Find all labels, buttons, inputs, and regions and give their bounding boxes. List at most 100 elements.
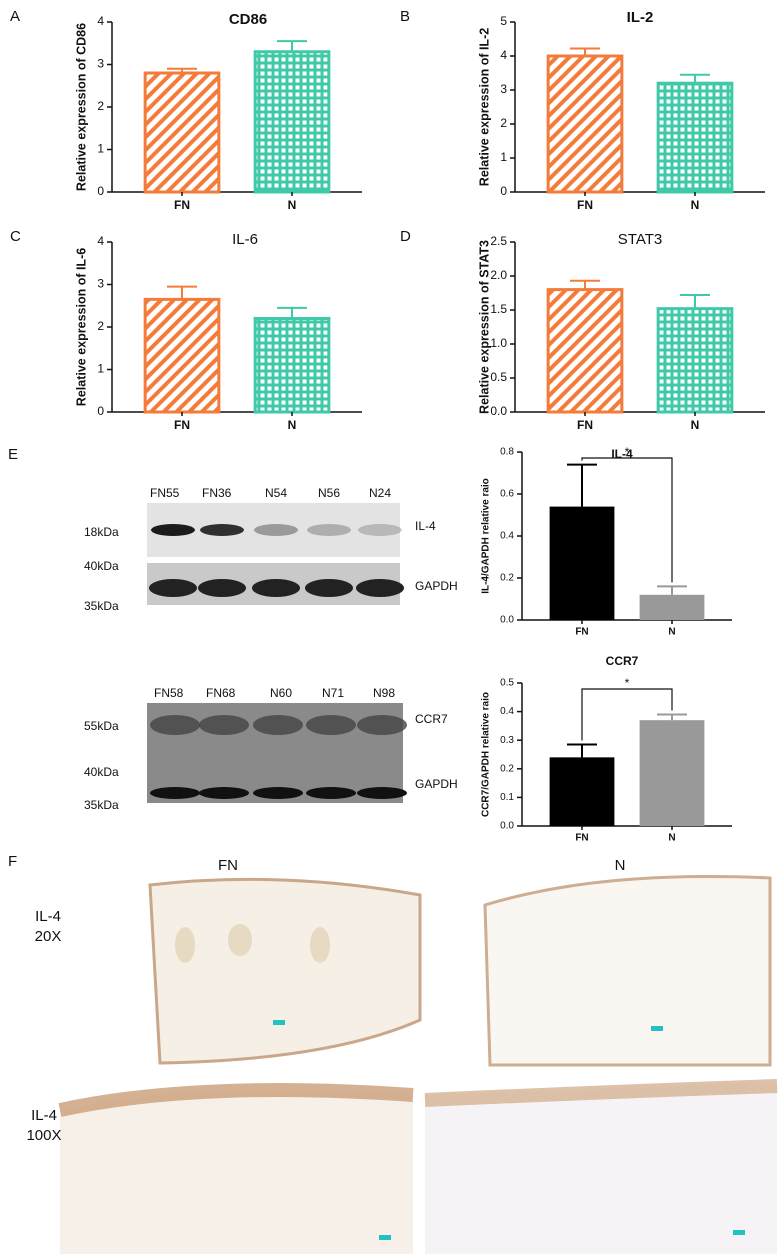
bar (549, 506, 615, 620)
chart-title: IL-4 (611, 447, 633, 461)
western-blot (147, 503, 407, 803)
error-bar (657, 713, 687, 721)
panel-label: F (8, 853, 17, 870)
chart-title: IL-6 (232, 231, 258, 248)
y-tick-label: 0.5 (500, 678, 514, 689)
blot-band (149, 579, 197, 597)
y-tick-label: 0 (97, 184, 104, 198)
y-tick-label: 3 (97, 277, 104, 291)
panel-label: D (400, 228, 411, 245)
y-tick-label: 0 (500, 184, 507, 198)
error-bar (657, 585, 687, 595)
y-tick-label: 4 (500, 48, 507, 62)
x-tick-label: FN (575, 833, 588, 844)
band-label: CCR7 (415, 712, 448, 726)
bar (656, 81, 734, 194)
row-label: IL-4 (31, 1107, 57, 1124)
bar (549, 757, 615, 826)
bar (143, 297, 221, 414)
y-tick-label: 2.5 (490, 234, 507, 248)
bar (253, 317, 331, 414)
blot-band (254, 524, 298, 536)
y-tick-label: 0.3 (500, 735, 514, 746)
y-tick-label: 1.0 (490, 336, 507, 350)
x-tick-label: N (668, 627, 675, 638)
blot-band (306, 715, 356, 735)
y-tick-label: 1 (97, 362, 104, 376)
x-tick-label: FN (174, 418, 190, 432)
x-tick-label: FN (174, 198, 190, 212)
error-bar (570, 279, 600, 290)
lane-label: FN55 (150, 486, 180, 500)
y-tick-label: 4 (97, 14, 104, 28)
y-axis-label: Relative expression of IL-2 (477, 28, 491, 186)
row-label: 20X (35, 928, 62, 945)
row-label: IL-4 (35, 908, 61, 925)
panel-label: B (400, 8, 410, 25)
blot-band (306, 787, 356, 799)
y-tick-label: 4 (97, 234, 104, 248)
marker-label: 35kDa (84, 599, 119, 613)
lane-label: N71 (322, 686, 344, 700)
marker-label: 40kDa (84, 765, 119, 779)
lane-label: N56 (318, 486, 340, 500)
marker-label: 18kDa (84, 525, 119, 539)
y-tick-label: 3 (97, 57, 104, 71)
y-tick-label: 0.0 (500, 615, 514, 626)
error-bar (167, 285, 197, 300)
blot-band (199, 787, 249, 799)
blot-band (358, 524, 402, 536)
marker-label: 40kDa (84, 559, 119, 573)
error-bar (680, 294, 710, 309)
x-tick-label: FN (575, 627, 588, 638)
blot-band (357, 787, 407, 799)
panel-label: C (10, 228, 21, 245)
y-tick-label: 0.4 (500, 706, 514, 717)
chart-title: IL-2 (627, 9, 654, 26)
significance-label: * (625, 676, 630, 690)
significance-label: * (625, 445, 630, 459)
y-tick-label: 2.0 (490, 268, 507, 282)
error-bar (167, 67, 197, 73)
blot-band (150, 787, 200, 799)
blot-band (253, 787, 303, 799)
y-tick-label: 2 (97, 99, 104, 113)
y-axis-label: Relative expression of STAT3 (477, 240, 491, 414)
column-label: FN (218, 857, 238, 874)
y-tick-label: 0.6 (500, 489, 514, 500)
y-tick-label: 0 (97, 404, 104, 418)
y-tick-label: 5 (500, 14, 507, 28)
blot-band (252, 579, 300, 597)
y-tick-label: 1.5 (490, 302, 507, 316)
y-axis-label: IL-4/GAPDH relative raio (481, 478, 492, 594)
error-bar (567, 743, 597, 758)
band-label: GAPDH (415, 777, 458, 791)
lane-label: N54 (265, 486, 287, 500)
bar (546, 54, 624, 194)
x-tick-label: N (668, 833, 675, 844)
y-tick-label: 3 (500, 82, 507, 96)
y-tick-label: 1 (500, 150, 507, 164)
y-tick-label: 0.0 (500, 821, 514, 832)
bar (143, 71, 221, 194)
blot-band (198, 579, 246, 597)
lane-label: N98 (373, 686, 395, 700)
blot-band (200, 524, 244, 536)
y-tick-label: 2 (500, 116, 507, 130)
y-tick-label: 0.4 (500, 531, 514, 542)
chart-title: CCR7 (606, 654, 639, 668)
significance-bracket (581, 457, 673, 583)
y-tick-label: 0.8 (500, 447, 514, 458)
histology-images (58, 875, 778, 1254)
error-bar (277, 306, 307, 319)
chart-title: STAT3 (618, 231, 662, 248)
y-axis-label: CCR7/GAPDH relative raio (481, 692, 492, 817)
y-tick-label: 0.2 (500, 763, 514, 774)
x-tick-label: N (691, 418, 700, 432)
error-bar (567, 463, 597, 507)
blot-band (356, 579, 404, 597)
band-label: IL-4 (415, 519, 436, 533)
band-label: GAPDH (415, 579, 458, 593)
y-axis-label: Relative expression of CD86 (74, 23, 88, 191)
